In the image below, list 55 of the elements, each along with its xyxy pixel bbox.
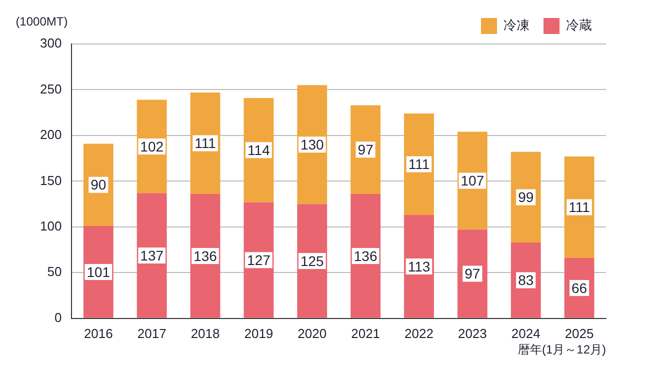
bar xyxy=(83,144,114,226)
y-tick-label: 200 xyxy=(40,127,62,142)
x-tick-label: 2017 xyxy=(137,326,166,341)
data-label: 111 xyxy=(194,135,216,152)
bar xyxy=(457,230,488,318)
x-tick-label: 2023 xyxy=(458,326,487,341)
data-label: 125 xyxy=(300,252,324,269)
x-tick-label: 2025 xyxy=(564,326,594,341)
y-axis-title: (1000MT) xyxy=(16,14,68,28)
data-label: 136 xyxy=(194,248,218,264)
bar xyxy=(136,193,167,318)
data-label: 111 xyxy=(568,199,590,216)
x-tick-label: 2024 xyxy=(511,326,540,341)
data-label: 113 xyxy=(408,258,430,274)
data-label: 102 xyxy=(140,138,164,154)
data-label: 127 xyxy=(247,252,271,268)
y-tick-label: 100 xyxy=(40,218,62,234)
data-label: 66 xyxy=(571,280,588,296)
data-label: 97 xyxy=(358,142,374,158)
bar xyxy=(244,98,274,202)
bar xyxy=(510,152,541,242)
data-label: 137 xyxy=(140,247,164,264)
x-tick-label: 2018 xyxy=(190,326,220,341)
bar xyxy=(297,204,328,318)
x-tick-label: 2019 xyxy=(244,326,274,341)
data-label: 136 xyxy=(354,248,378,264)
bar xyxy=(244,202,274,318)
x-tick-label: 2016 xyxy=(84,326,113,341)
y-tick-label: 250 xyxy=(40,81,62,96)
y-tick-label: 300 xyxy=(40,36,62,51)
bar xyxy=(404,215,434,318)
bar xyxy=(190,194,220,318)
y-tick-label: 50 xyxy=(47,264,62,280)
x-tick-label: 2022 xyxy=(404,326,434,341)
data-label: 97 xyxy=(464,266,480,282)
data-label: 90 xyxy=(90,176,106,193)
data-label: 130 xyxy=(300,136,324,152)
data-label: 99 xyxy=(518,189,534,206)
data-label: 111 xyxy=(408,156,430,172)
y-tick-label: 0 xyxy=(54,310,62,325)
bar xyxy=(350,105,381,194)
data-label: 83 xyxy=(518,272,534,288)
legend-label: 冷凍 xyxy=(504,18,530,33)
x-tick-label: 2021 xyxy=(351,326,380,341)
data-label: 107 xyxy=(460,172,484,189)
bar xyxy=(404,114,434,216)
legend-label: 冷蔵 xyxy=(566,18,592,33)
data-label: 101 xyxy=(86,264,110,280)
x-axis-title: 暦年(1月～12月) xyxy=(518,342,606,357)
bar xyxy=(297,85,328,204)
bar xyxy=(350,194,381,318)
x-tick-label: 2020 xyxy=(298,326,327,341)
y-tick-label: 150 xyxy=(40,172,62,188)
bar xyxy=(510,242,541,318)
data-label: 114 xyxy=(248,142,270,158)
